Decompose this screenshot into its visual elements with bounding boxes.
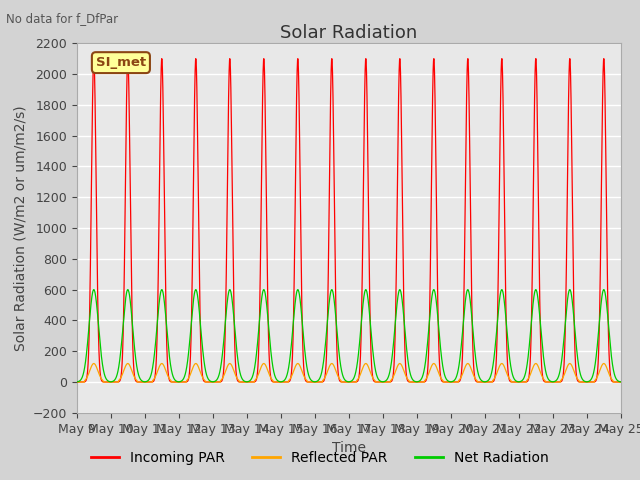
Text: SI_met: SI_met [96,56,146,69]
Y-axis label: Solar Radiation (W/m2 or um/m2/s): Solar Radiation (W/m2 or um/m2/s) [13,105,27,351]
Text: No data for f_DfPar: No data for f_DfPar [6,12,118,25]
X-axis label: Time: Time [332,441,366,455]
Title: Solar Radiation: Solar Radiation [280,24,417,42]
Legend: Incoming PAR, Reflected PAR, Net Radiation: Incoming PAR, Reflected PAR, Net Radiati… [85,445,555,471]
